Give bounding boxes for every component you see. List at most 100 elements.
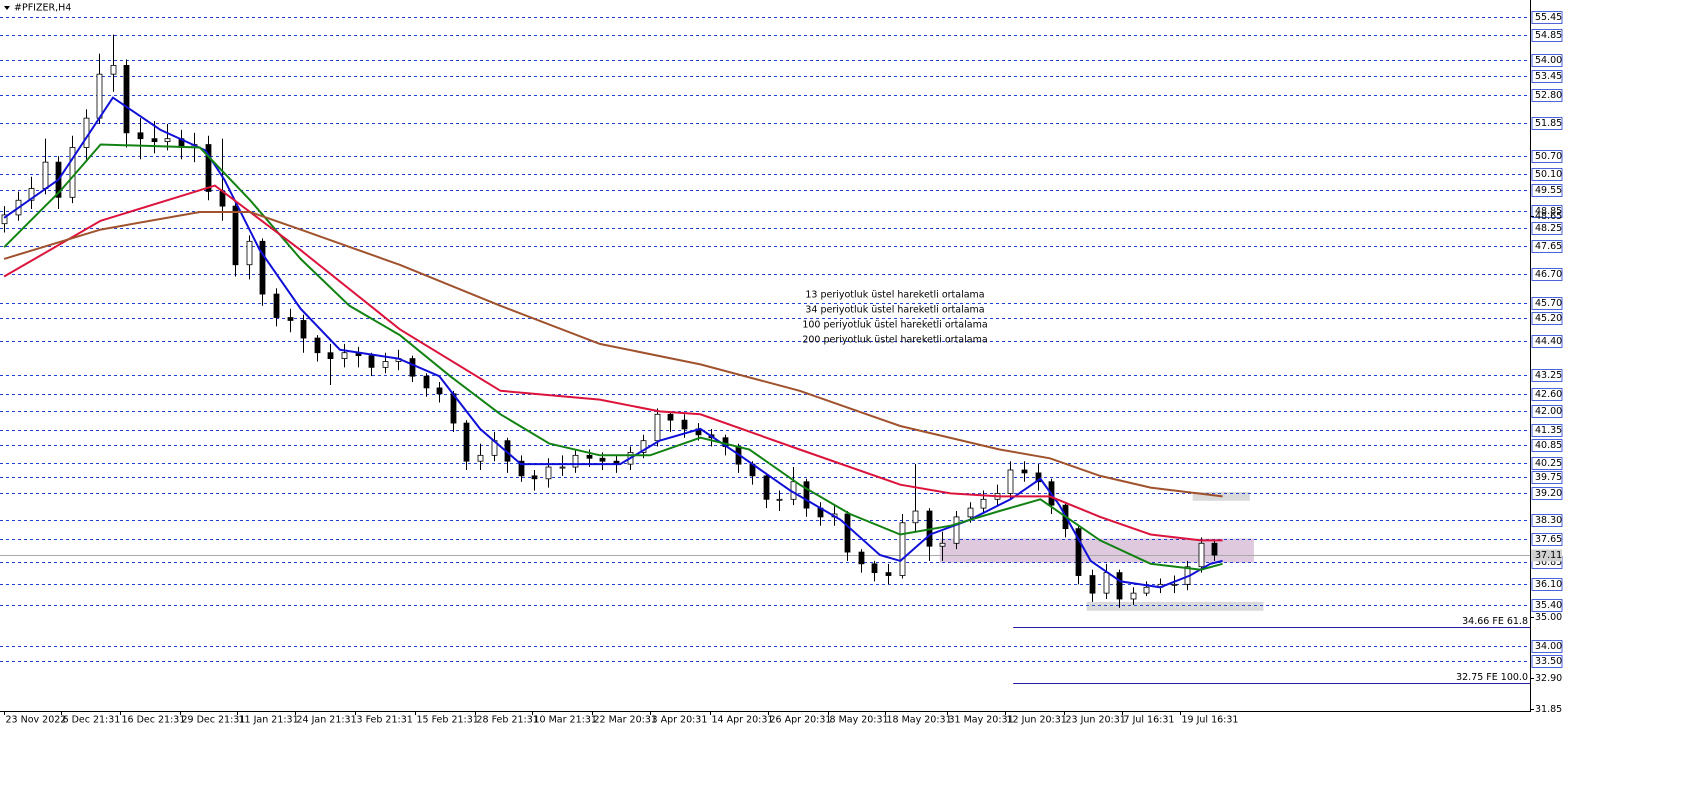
candle-body (763, 475, 770, 500)
candle-body (885, 572, 892, 576)
level-label: 38.30 (1535, 515, 1562, 526)
x-tick-label: 14 Apr 20:31 (712, 715, 774, 726)
x-tick-label: 19 Jul 16:31 (1182, 715, 1239, 726)
level-label-box (1531, 89, 1563, 102)
x-tick-label: 18 May 20:31 (887, 715, 952, 726)
level-label-box (1531, 268, 1563, 281)
level-label-box (1531, 168, 1563, 181)
level-label: 50.10 (1535, 169, 1562, 180)
candle-body (123, 64, 130, 134)
x-tick-label: 3 Apr 20:31 (652, 715, 708, 726)
x-tick-label: 26 Apr 20:31 (770, 715, 832, 726)
candle-body (939, 542, 946, 547)
level-label: 42.60 (1535, 389, 1562, 400)
level-label: 51.85 (1535, 118, 1562, 129)
fib-label: 34.66 FE 61.8 (1462, 616, 1528, 627)
candle-body (1198, 542, 1205, 568)
level-label: 48.25 (1535, 223, 1562, 234)
x-tick-label: 23 Jun 20:31 (1066, 715, 1126, 726)
x-tick-label: 8 May 20:31 (830, 715, 889, 726)
candle-body (423, 375, 430, 389)
candle-body (1103, 572, 1110, 594)
candle-body (409, 358, 416, 377)
candle-body (463, 422, 470, 462)
candle-body (1007, 469, 1014, 494)
level-label: 50.70 (1535, 151, 1562, 162)
candle-body (681, 419, 688, 430)
level-label-box (1531, 11, 1563, 24)
level-label: 48.85 (1535, 206, 1562, 217)
candle-body (259, 240, 266, 295)
zone (939, 538, 1254, 563)
chart-title: #PFIZER,H4 (14, 3, 71, 14)
candle-body (83, 117, 90, 148)
level-label: 52.80 (1535, 90, 1562, 101)
level-label: 42.00 (1535, 406, 1562, 417)
level-label-box (1531, 312, 1563, 325)
candle-body (953, 516, 960, 544)
candle-body (776, 498, 783, 501)
candle-body (341, 352, 348, 359)
candle-body (1130, 592, 1137, 600)
candle-body (1075, 528, 1082, 576)
candle-body (205, 144, 212, 192)
candle-body (899, 522, 906, 576)
candle-body (436, 387, 443, 395)
x-tick-label: 12 Jun 20:31 (1007, 715, 1067, 726)
candle-body (1211, 542, 1218, 556)
candle-body (327, 352, 334, 359)
x-tick-label: 11 Jan 21:31 (239, 715, 299, 726)
candle-body (137, 132, 144, 140)
candle-body (586, 454, 593, 459)
level-label: 39.75 (1535, 472, 1562, 483)
level-label-box (1531, 335, 1563, 348)
level-label: 33.50 (1535, 656, 1562, 667)
level-label-box (1531, 117, 1563, 130)
level-label: 45.20 (1535, 313, 1562, 324)
x-tick-label: 16 Dec 21:31 (122, 715, 186, 726)
level-label-box (1531, 369, 1563, 382)
level-label-box (1531, 222, 1563, 235)
candle-body (96, 73, 103, 119)
fib-label: 32.75 FE 100.0 (1456, 672, 1528, 683)
candle-body (654, 413, 661, 442)
candle-body (1171, 583, 1178, 586)
candle-body (559, 466, 566, 469)
candle-body (151, 138, 158, 143)
level-label: 53.45 (1535, 71, 1562, 82)
level-label: 40.25 (1535, 458, 1562, 469)
ema-line (3, 184, 1223, 542)
candle-body (246, 240, 253, 266)
candle-body (42, 161, 49, 189)
candle-body (477, 454, 484, 462)
candle-body (803, 481, 810, 509)
candle-body (572, 454, 579, 468)
level-label: 35.40 (1535, 600, 1562, 611)
legend-entry: 13 periyotluk üstel hareketli ortalama (805, 290, 984, 301)
candle-body (368, 355, 375, 368)
candle-body (980, 498, 987, 509)
level-label-box (1531, 471, 1563, 484)
level-label-box (1531, 655, 1563, 668)
candle-body (110, 64, 117, 75)
level-label-box (1531, 388, 1563, 401)
level-label: 40.85 (1535, 440, 1562, 451)
level-label: 54.00 (1535, 55, 1562, 66)
zone (1086, 601, 1264, 611)
level-label: 46.70 (1535, 269, 1562, 280)
current-price-box (1531, 549, 1562, 562)
candle-body (1089, 575, 1096, 594)
level-label-box (1531, 184, 1563, 197)
ema-line (3, 143, 1223, 571)
x-tick-label: 3 Feb 21:31 (357, 715, 413, 726)
x-tick-label: 31 May 20:31 (949, 715, 1014, 726)
candle-body (518, 460, 525, 477)
level-label-box (1531, 578, 1563, 591)
candle-body (667, 413, 674, 421)
level-label: 36.10 (1535, 579, 1562, 590)
level-label-box (1531, 533, 1563, 546)
level-label-box (1531, 70, 1563, 83)
level-label-box (1531, 405, 1563, 418)
